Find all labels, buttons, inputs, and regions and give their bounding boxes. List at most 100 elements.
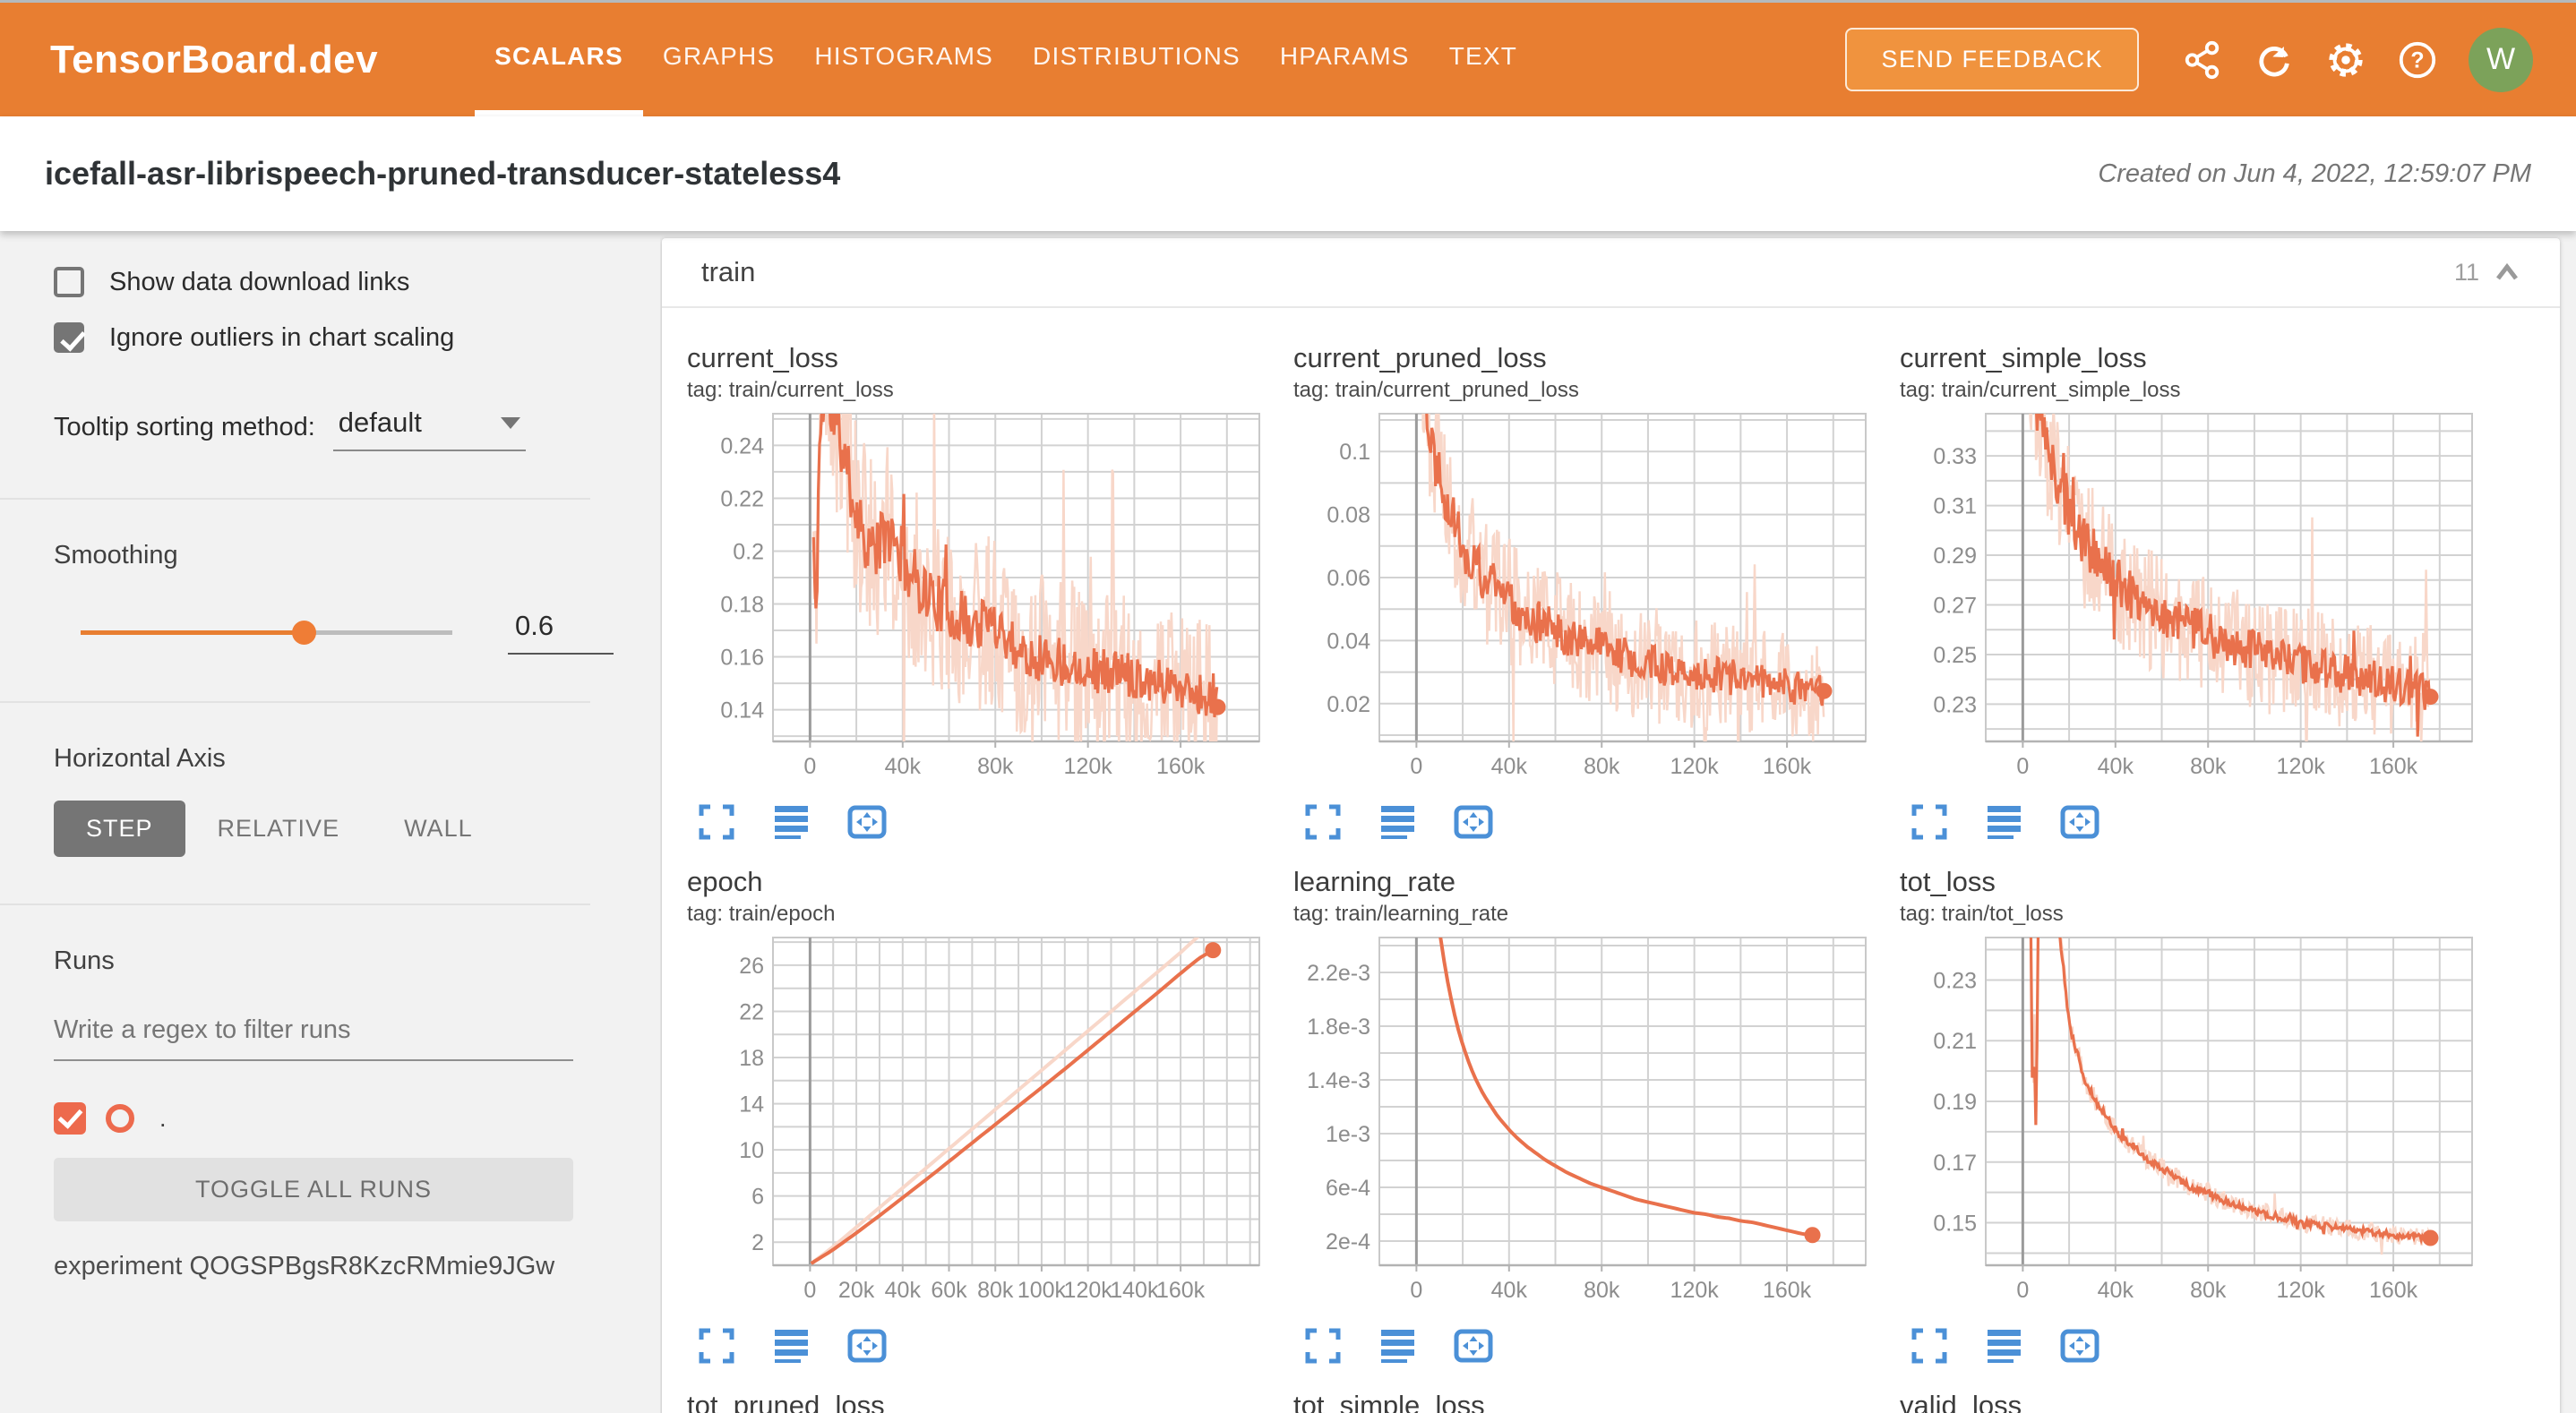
chart-title: current_pruned_loss xyxy=(1293,342,1547,373)
expand-chart-button[interactable] xyxy=(696,801,737,843)
fit-domain-button[interactable] xyxy=(846,1325,888,1366)
run-checkbox[interactable] xyxy=(54,1102,86,1135)
help-icon[interactable]: ? xyxy=(2397,39,2438,81)
experiment-id-label: experiment QOGSPBgsR8KzcRMmie9JGw xyxy=(54,1252,555,1280)
data-lines-button[interactable] xyxy=(771,801,812,843)
svg-text:0: 0 xyxy=(2016,1278,2029,1303)
svg-text:6: 6 xyxy=(751,1185,764,1210)
svg-text:0.19: 0.19 xyxy=(1933,1090,1977,1115)
svg-text:2e-4: 2e-4 xyxy=(1326,1229,1370,1255)
chart-plot[interactable]: 0 40k 80k 120k 160k 0.14 0.16 0.18 0.2 0.22 0.24 xyxy=(682,408,1266,784)
charts-grid: current_loss tag: train/current_loss 0 40k 8… xyxy=(662,308,2560,1413)
tab-histograms[interactable]: HISTOGRAMS xyxy=(814,42,994,70)
expand-chart-button[interactable] xyxy=(1302,1325,1344,1366)
svg-text:120k: 120k xyxy=(1670,1278,1720,1303)
chart-plot[interactable]: 0 20k 40k 60k 80k 100k120k140k160k26101418222… xyxy=(682,932,1266,1308)
data-lines-button[interactable] xyxy=(771,1325,812,1366)
chart-plot[interactable]: 0 40k 80k 120k 160k 0.15 0.17 0.19 0.21 0.23 xyxy=(1894,932,2478,1308)
tooltip-sorting-value: default xyxy=(338,407,422,438)
svg-text:120k: 120k xyxy=(2277,1278,2326,1303)
collapse-chevron-icon[interactable] xyxy=(2494,262,2520,282)
chart-tag: tag: train/tot_loss xyxy=(1900,902,2064,926)
show-download-links-checkbox[interactable] xyxy=(54,267,84,297)
ignore-outliers-label: Ignore outliers in chart scaling xyxy=(109,322,455,352)
show-download-links-row[interactable]: Show data download links xyxy=(54,267,642,297)
data-lines-icon xyxy=(775,1330,808,1363)
section-count: 11 xyxy=(2453,258,2479,286)
expand-chart-button[interactable] xyxy=(1909,801,1950,843)
data-lines-button[interactable] xyxy=(1378,1325,1419,1366)
axis-wall-button[interactable]: WALL xyxy=(372,801,505,857)
chart-actions xyxy=(696,801,1266,843)
runs-label: Runs xyxy=(54,946,115,975)
section-title: train xyxy=(701,256,756,287)
chart-title: tot_pruned_loss xyxy=(687,1390,885,1413)
app-logo[interactable]: TensorBoard.dev xyxy=(50,37,379,81)
toggle-all-runs-button[interactable]: TOGGLE ALL RUNS xyxy=(54,1158,573,1221)
svg-text:0.31: 0.31 xyxy=(1933,494,1977,519)
runs-regex-input[interactable]: Write a regex to filter runs xyxy=(54,1015,573,1061)
smoothing-value-input[interactable]: 0.6 xyxy=(508,610,614,655)
fit-domain-button[interactable] xyxy=(846,801,888,843)
fit-domain-button[interactable] xyxy=(2059,801,2100,843)
send-feedback-button[interactable]: SEND FEEDBACK xyxy=(1845,28,2139,91)
tooltip-sorting-dropdown[interactable]: default xyxy=(332,407,526,451)
tab-text[interactable]: TEXT xyxy=(1448,42,1518,70)
tab-distributions[interactable]: DISTRIBUTIONS xyxy=(1033,42,1241,70)
svg-text:0.2: 0.2 xyxy=(733,539,764,564)
svg-text:0.25: 0.25 xyxy=(1933,643,1977,668)
data-lines-button[interactable] xyxy=(1378,801,1419,843)
ignore-outliers-checkbox[interactable] xyxy=(54,322,84,353)
chart-tag: tag: train/learning_rate xyxy=(1293,902,1509,926)
chart-title: epoch xyxy=(687,866,763,897)
chart-card-current_loss: current_loss tag: train/current_loss 0 40k 8… xyxy=(682,340,1266,864)
tab-hparams[interactable]: HPARAMS xyxy=(1279,42,1410,70)
fit-domain-button[interactable] xyxy=(2059,1325,2100,1366)
svg-text:0: 0 xyxy=(803,1278,816,1303)
svg-text:120k: 120k xyxy=(2277,754,2326,779)
chart-plot[interactable]: 0 40k 80k 120k 160k 2e-4 6e-4 1e-3 1.4e-3 1.8e-3 2… xyxy=(1288,932,1872,1308)
svg-text:0.21: 0.21 xyxy=(1933,1029,1977,1054)
chart-plot[interactable]: 0 40k 80k 120k 160k 0.23 0.25 0.27 0.29 0.31 0.33 xyxy=(1894,408,2478,784)
divider xyxy=(0,903,590,905)
axis-step-button[interactable]: STEP xyxy=(54,801,185,857)
expand-chart-button[interactable] xyxy=(1302,801,1344,843)
chart-actions xyxy=(1909,801,2478,843)
chart-card-learning_rate: learning_rate tag: train/learning_rate 0 40… xyxy=(1288,864,1872,1388)
svg-text:100k: 100k xyxy=(1018,1278,1067,1303)
share-icon[interactable] xyxy=(2182,39,2223,81)
fit-domain-button[interactable] xyxy=(1453,1325,1494,1366)
tooltip-sorting-label: Tooltip sorting method: xyxy=(54,413,315,441)
svg-text:40k: 40k xyxy=(2098,754,2134,779)
svg-text:1.8e-3: 1.8e-3 xyxy=(1307,1015,1370,1040)
svg-text:0.29: 0.29 xyxy=(1933,544,1977,569)
expand-chart-button[interactable] xyxy=(696,1325,737,1366)
fit-domain-button[interactable] xyxy=(1453,801,1494,843)
data-lines-button[interactable] xyxy=(1984,1325,2025,1366)
chart-title: valid_loss xyxy=(1900,1390,2022,1413)
svg-text:0.23: 0.23 xyxy=(1933,968,1977,993)
settings-gear-icon[interactable] xyxy=(2325,39,2366,81)
app-body: Show data download links Ignore outliers… xyxy=(0,231,2576,1413)
chart-plot[interactable]: 0 40k 80k 120k 160k 0.02 0.04 0.06 0.08 0.1 xyxy=(1288,408,1872,784)
svg-text:0.14: 0.14 xyxy=(720,698,764,724)
axis-relative-button[interactable]: RELATIVE xyxy=(185,801,373,857)
refresh-icon[interactable] xyxy=(2254,39,2295,81)
tab-graphs[interactable]: GRAPHS xyxy=(662,42,776,70)
chart-title: current_loss xyxy=(687,342,838,373)
expand-chart-button[interactable] xyxy=(1909,1325,1950,1366)
svg-text:2.2e-3: 2.2e-3 xyxy=(1307,961,1370,986)
slider-handle[interactable] xyxy=(292,621,316,645)
svg-text:0.24: 0.24 xyxy=(720,433,764,458)
data-lines-button[interactable] xyxy=(1984,801,2025,843)
chart-actions xyxy=(1302,1325,1872,1366)
train-section-header[interactable]: train 11 xyxy=(662,238,2560,308)
avatar[interactable]: W xyxy=(2469,27,2533,92)
tab-scalars[interactable]: SCALARS xyxy=(475,3,643,116)
chart-actions xyxy=(696,1325,1266,1366)
svg-text:0.23: 0.23 xyxy=(1933,692,1977,717)
app-header: TensorBoard.dev SCALARS GRAPHS HISTOGRAM… xyxy=(0,3,2576,116)
smoothing-slider[interactable] xyxy=(81,619,452,646)
svg-text:0.15: 0.15 xyxy=(1933,1212,1977,1237)
ignore-outliers-row[interactable]: Ignore outliers in chart scaling xyxy=(54,322,642,353)
